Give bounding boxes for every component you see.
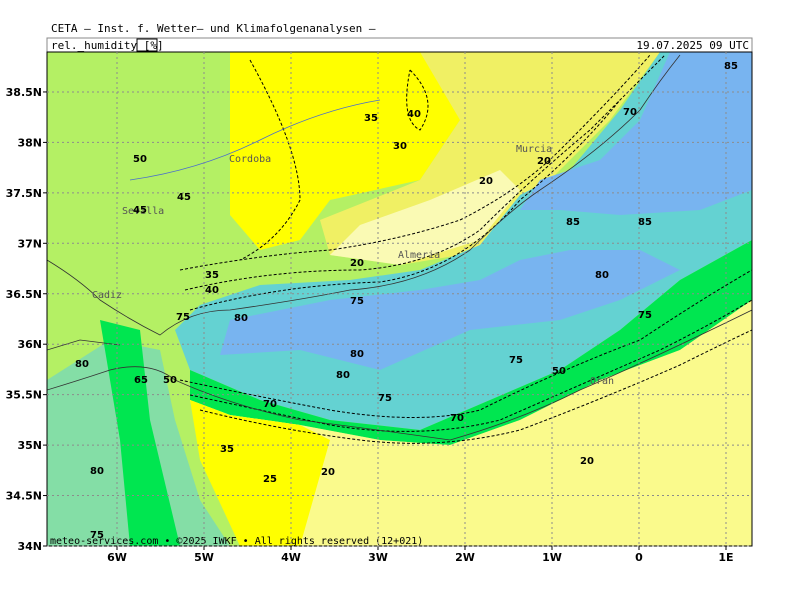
city-label: Oran xyxy=(590,376,614,387)
lat-tick-label: 35.5N xyxy=(6,389,42,402)
lon-tick-label: 6W xyxy=(107,551,127,564)
contour-label: 25 xyxy=(263,474,277,485)
city-label: Cadiz xyxy=(92,290,122,301)
lat-tick-label: 37N xyxy=(17,237,42,250)
lon-tick-label: 5W xyxy=(194,551,214,564)
lat-tick-label: 38N xyxy=(17,136,42,149)
lon-tick-label: 0 xyxy=(635,551,643,564)
contour xyxy=(179,54,752,444)
coastal-gradient xyxy=(190,240,752,445)
contour-label: 75 xyxy=(378,393,392,404)
strait-gradient xyxy=(100,320,180,546)
contour-label: 85 xyxy=(566,217,580,228)
contour-label: 45 xyxy=(177,192,191,203)
contour-label: 80 xyxy=(595,270,609,281)
contour-label: 45 xyxy=(133,205,147,216)
contour-label: 20 xyxy=(537,156,551,167)
humid-sea xyxy=(220,52,752,370)
contour-label: 75 xyxy=(350,296,364,307)
contour-label: 80 xyxy=(234,313,248,324)
contour-label: 75 xyxy=(638,310,652,321)
contour-label: 85 xyxy=(638,217,652,228)
river xyxy=(129,99,381,181)
lat-tick-label: 34N xyxy=(17,540,42,553)
dry-area xyxy=(230,52,480,250)
coastline xyxy=(47,54,752,441)
lon-tick-label: 2W xyxy=(455,551,475,564)
contour-label: 80 xyxy=(350,349,364,360)
dry-south xyxy=(190,300,752,546)
contour-label: 70 xyxy=(450,413,464,424)
contour-label: 70 xyxy=(623,107,637,118)
contour-label: 50 xyxy=(552,366,566,377)
contour-label: 20 xyxy=(321,467,335,478)
lon-tick-label: 3W xyxy=(368,551,388,564)
contour-label: 40 xyxy=(407,109,421,120)
contour-label: 20 xyxy=(580,456,594,467)
contour-label: 75 xyxy=(509,355,523,366)
field xyxy=(47,52,752,546)
city-label: Murcia xyxy=(516,144,552,155)
contour-label: 50 xyxy=(163,375,177,386)
contour-label: 85 xyxy=(724,61,738,72)
contour-label: 50 xyxy=(133,154,147,165)
contour-label: 35 xyxy=(220,444,234,455)
lon-tick-label: 4W xyxy=(281,551,301,564)
lat-tick-label: 37.5N xyxy=(6,187,42,200)
lat-tick-label: 35N xyxy=(17,439,42,452)
contour-label: 35 xyxy=(205,270,219,281)
lon-tick-label: 1W xyxy=(542,551,562,564)
city-label: Almeria xyxy=(398,250,440,261)
very-dry-area xyxy=(330,170,520,265)
city-label: Sevilla xyxy=(122,206,164,217)
unit-box xyxy=(136,38,158,52)
contour-label: 40 xyxy=(205,285,219,296)
header-title: CETA – Inst. f. Wetter– und Klimafolgena… xyxy=(51,22,376,35)
lat-tick-label: 36.5N xyxy=(6,288,42,301)
dry-south xyxy=(190,400,330,546)
copyright: meteo-services.com • ©2025 IWKF • All ri… xyxy=(50,536,423,547)
contour-label: 75 xyxy=(90,530,104,541)
contour-label: 80 xyxy=(90,466,104,477)
lat-tick-label: 36N xyxy=(17,338,42,351)
contour-label: 75 xyxy=(176,312,190,323)
contour-label: 80 xyxy=(75,359,89,370)
contour-label: 20 xyxy=(479,176,493,187)
contour-label: 65 xyxy=(134,375,148,386)
contour-label: 30 xyxy=(393,141,407,152)
contour-label: 20 xyxy=(350,258,364,269)
contour-label: 80 xyxy=(336,370,350,381)
parameter: rel._humidity [%] xyxy=(51,39,164,52)
city-label: Cordoba xyxy=(229,154,271,165)
contour-label: 70 xyxy=(263,399,277,410)
lat-tick-label: 34.5N xyxy=(6,490,42,503)
lat-tick-label: 38.5N xyxy=(6,86,42,99)
map-frame xyxy=(46,51,753,547)
contour-label: 35 xyxy=(364,113,378,124)
lon-tick-label: 1E xyxy=(718,551,733,564)
valid-time: 19.07.2025 09 UTC xyxy=(636,39,749,52)
